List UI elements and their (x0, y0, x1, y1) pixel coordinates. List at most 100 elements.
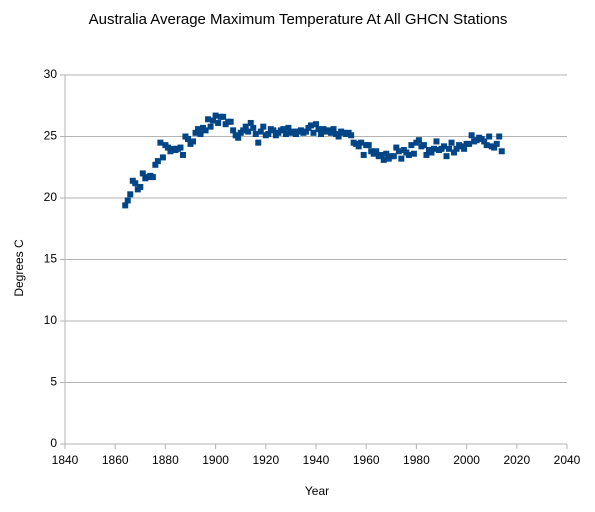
y-tick-label: 20 (44, 190, 58, 204)
point (227, 118, 234, 125)
x-tick-label: 2040 (554, 453, 581, 467)
point (205, 116, 212, 123)
point (195, 126, 202, 133)
point (441, 143, 448, 150)
point (408, 142, 415, 149)
point (122, 202, 129, 209)
point (235, 134, 242, 141)
point (132, 180, 139, 187)
point (373, 148, 380, 155)
point (177, 144, 184, 151)
x-tick-label: 1920 (252, 453, 279, 467)
y-axis-label: Degrees C (12, 239, 26, 297)
point (157, 139, 164, 146)
point (137, 183, 144, 190)
point (393, 144, 400, 151)
point (430, 145, 437, 152)
x-tick-label: 1860 (102, 453, 129, 467)
point (483, 142, 490, 149)
x-tick-label: 1960 (353, 453, 380, 467)
point (313, 121, 319, 128)
point (481, 138, 488, 145)
point (212, 112, 219, 119)
point (285, 124, 292, 131)
point (390, 153, 397, 160)
point (152, 161, 159, 168)
point (468, 132, 475, 139)
point (197, 131, 204, 138)
x-tick-label: 2000 (453, 453, 480, 467)
point (270, 127, 277, 134)
point (127, 191, 134, 198)
y-tick-label: 30 (44, 67, 58, 81)
point (358, 139, 365, 146)
point (330, 126, 337, 133)
point (415, 137, 422, 144)
x-tick-label: 1940 (303, 453, 330, 467)
point (220, 113, 227, 120)
point (282, 131, 289, 138)
chart-title: Australia Average Maximum Temperature At… (89, 11, 508, 28)
x-tick-label: 1840 (52, 453, 79, 467)
point (380, 156, 387, 163)
point (164, 144, 171, 151)
point (159, 154, 166, 161)
point (265, 131, 272, 138)
point (493, 140, 500, 147)
point (365, 142, 372, 149)
point (410, 150, 417, 157)
x-tick-label: 1980 (403, 453, 430, 467)
point (154, 158, 161, 165)
point (250, 124, 257, 131)
point (210, 117, 217, 124)
point (328, 129, 335, 136)
point (257, 128, 264, 135)
point (466, 140, 473, 147)
y-tick-label: 15 (44, 252, 58, 266)
x-tick-label: 1880 (152, 453, 179, 467)
point (179, 151, 186, 158)
point (247, 119, 254, 126)
point (398, 155, 405, 162)
point (192, 129, 199, 136)
point (491, 144, 498, 151)
point (255, 139, 262, 146)
point (335, 133, 342, 140)
point (310, 129, 317, 136)
point (302, 128, 309, 135)
point (242, 123, 249, 130)
point (395, 148, 402, 155)
point (378, 151, 385, 158)
point (149, 174, 156, 181)
point (348, 132, 355, 139)
x-axis-label: Year (305, 484, 329, 498)
point (260, 123, 267, 130)
point (433, 138, 440, 145)
point (230, 127, 237, 134)
point (139, 170, 146, 177)
x-tick-label: 2020 (503, 453, 530, 467)
point (420, 142, 427, 149)
point (496, 133, 503, 140)
point (451, 149, 458, 156)
point (486, 133, 493, 140)
y-tick-label: 10 (44, 313, 58, 327)
point (307, 122, 314, 129)
point (124, 197, 131, 204)
x-tick-label: 1900 (202, 453, 229, 467)
point (240, 127, 247, 134)
point (315, 126, 322, 133)
point (280, 126, 287, 133)
point (383, 150, 390, 157)
point (190, 138, 197, 145)
point (202, 127, 209, 134)
point (245, 128, 252, 135)
point (446, 145, 453, 152)
point (461, 145, 468, 152)
y-tick-label: 25 (44, 129, 58, 143)
point (252, 131, 259, 138)
point (428, 149, 435, 156)
y-tick-label: 5 (50, 375, 57, 389)
point (448, 139, 455, 146)
